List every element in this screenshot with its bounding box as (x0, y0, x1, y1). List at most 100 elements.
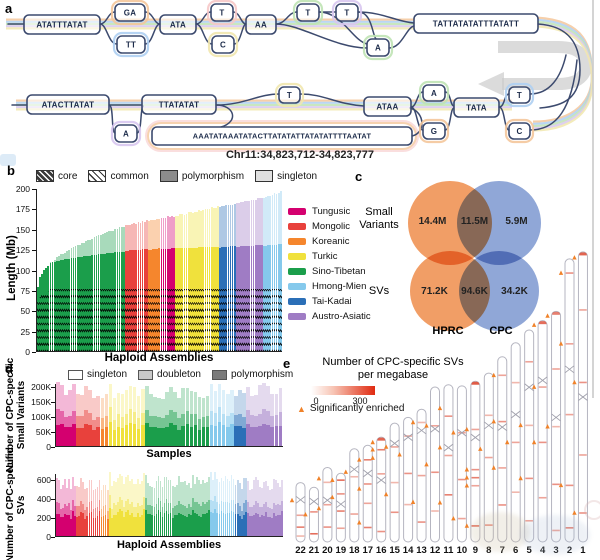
assembly-bar-Hmong-Mien (271, 194, 274, 351)
haplotype-ribbon (145, 120, 419, 152)
bar-segment (70, 509, 72, 519)
bar-segment (68, 503, 70, 515)
sample-bar-Sino-Tibetan (181, 481, 184, 536)
bar-segment (227, 289, 230, 351)
bar-segment (99, 289, 102, 351)
sample-bar-Turkic (141, 481, 144, 536)
bar-segment (66, 259, 69, 290)
bar-segment (72, 289, 75, 351)
bar-segment (229, 205, 232, 247)
bar-segment (139, 516, 142, 536)
bar-segment (258, 385, 262, 414)
assembly-bar-Sino-Tibetan (122, 226, 125, 351)
panel-label-a: a (5, 1, 13, 16)
bar-segment (166, 289, 169, 351)
bar-segment (112, 419, 117, 431)
population-label: Mongolic (312, 221, 351, 232)
centromere (349, 465, 360, 474)
bar-segment (96, 515, 99, 536)
bar-segment (153, 416, 157, 427)
sample-bar-Koreanic (104, 393, 109, 446)
assembly-bar-Sino-Tibetan (55, 257, 58, 351)
bar-segment (210, 207, 213, 247)
bar-segment (64, 503, 66, 514)
bar-segment (169, 423, 173, 446)
bar-segment (281, 479, 284, 502)
bar-segment (240, 510, 243, 519)
bar-segment (92, 397, 96, 420)
sample-bar-Hmong-Mien (230, 389, 234, 446)
legend-label: singleton (87, 369, 128, 380)
node-halo (504, 118, 535, 144)
bar-segment (143, 249, 146, 290)
bar-segment (177, 289, 180, 351)
centromere (564, 365, 575, 374)
bar-segment (267, 506, 269, 517)
node-halo (207, 31, 239, 58)
population-swatch (288, 223, 306, 230)
bar-segment (261, 515, 263, 536)
sv-density-band (471, 484, 480, 487)
bar-segment (165, 426, 169, 446)
population-legend-row: Tai-Kadai (288, 296, 371, 307)
bar-segment (225, 289, 228, 351)
graph-node-label-m4: AAATATAAATATACTTATATATTATATATTTTAATAT (193, 132, 372, 141)
b-x-axis-label: Haploid Assemblies (104, 352, 214, 364)
graph-node-m10 (508, 86, 531, 104)
bar-segment (68, 514, 70, 536)
panel-label-c: c (355, 169, 363, 184)
b-y-tickmark (32, 209, 36, 211)
bar-segment (143, 221, 146, 250)
centromere (416, 426, 427, 435)
sample-bar-Turkic (118, 473, 121, 536)
assembly-bar-Hmong-Mien (273, 192, 276, 351)
bar-segment (153, 426, 157, 446)
sv-density-band (323, 526, 332, 528)
e-title-line2: per megabase (357, 369, 429, 381)
assembly-bar-Sino-Tibetan (53, 259, 56, 351)
sample-bar-Sino-Tibetan (194, 483, 196, 536)
d-bottom-ylabel-line2: SVs (16, 495, 27, 515)
bar-segment (255, 477, 257, 502)
bar-segment (76, 393, 80, 416)
bar-segment (217, 246, 219, 290)
sample-bar-Sino-Tibetan (185, 388, 190, 446)
sample-bar-Turkic (112, 397, 117, 446)
sample-bar-Austro-Asiatic (271, 488, 274, 537)
enriched-triangle-icon (357, 520, 362, 525)
d-top-ylabel-line2: Small Variants (16, 380, 27, 450)
bar-segment (60, 260, 62, 290)
centromere (430, 425, 440, 433)
bar-segment (83, 242, 85, 257)
bar-segment (139, 249, 142, 290)
node-halo (110, 0, 150, 26)
bar-segment (157, 476, 160, 499)
sample-bar-Sino-Tibetan (197, 396, 202, 446)
sv-density-band (363, 483, 372, 485)
bar-segment (155, 481, 158, 504)
sample-bar-Turkic (114, 482, 117, 536)
bar-segment (90, 480, 93, 501)
bar-segment (163, 476, 166, 503)
bar-segment (169, 409, 173, 424)
bar-segment (145, 409, 149, 423)
bar-segment (269, 289, 272, 351)
graph-node-label-n7: AA (255, 20, 267, 29)
graph-node-label-m6: ATAA (376, 102, 398, 111)
bar-segment (238, 505, 241, 517)
graph-node-m4 (151, 126, 413, 146)
bar-segment (84, 510, 87, 520)
bar-segment (277, 514, 280, 536)
assembly-bar-Mongolic (133, 222, 136, 351)
assembly-bar-Tai-Kadai (219, 206, 221, 351)
sample-bar-Turkic (124, 389, 129, 446)
bar-segment (92, 517, 95, 536)
bar-segment (265, 196, 267, 246)
bar-segment (135, 507, 137, 517)
bar-segment (72, 510, 74, 536)
bar-segment (200, 289, 203, 351)
bar-segment (278, 426, 283, 446)
node-halo (206, 0, 238, 26)
assembly-bar-Turkic (200, 210, 203, 351)
bar-segment (55, 289, 58, 351)
